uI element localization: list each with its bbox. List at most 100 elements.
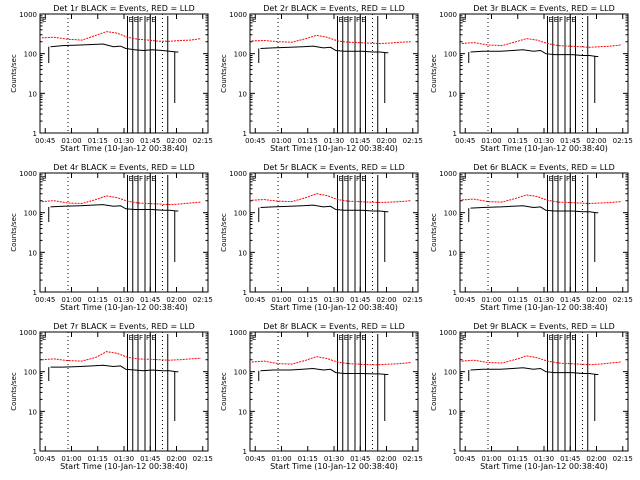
x-tick-label: 01:30	[324, 137, 344, 145]
flag-label: E	[339, 334, 343, 342]
y-axis-label: Counts/sec	[10, 372, 18, 411]
flag-label: F	[559, 334, 563, 342]
x-tick-label: 02:00	[586, 455, 606, 463]
x-tick-label: 01:00	[61, 137, 81, 145]
panel-3: Det 3r BLACK = Events, RED = LLD 1 10 100 10…	[430, 4, 633, 153]
y-tick-label: 1000	[229, 329, 247, 337]
flag-label: E	[554, 334, 558, 342]
lld-series-line	[461, 194, 622, 205]
axis-frame	[39, 172, 209, 293]
flag-label-left: E	[42, 334, 46, 342]
x-axis-label: Start Time (10-Jan-12 00:38:40)	[60, 144, 188, 153]
x-tick-label: 01:45	[140, 137, 160, 145]
panel-title: Det 5r BLACK = Events, RED = LLD	[263, 163, 405, 172]
y-axis-label: Counts/sec	[220, 213, 228, 252]
flag-label: E	[151, 175, 155, 183]
x-tick-label: 02:00	[376, 137, 396, 145]
x-tick-label: 02:15	[613, 455, 633, 463]
x-tick-label: 01:30	[114, 296, 134, 304]
x-tick-label: 00:45	[455, 455, 475, 463]
flag-label: E	[571, 16, 575, 24]
axis-frame	[459, 331, 629, 452]
flag-label: F	[146, 334, 150, 342]
panel-1: Det 1r BLACK = Events, RED = LLD 1 10 100 10…	[10, 4, 213, 153]
axis-frame	[39, 13, 209, 134]
panel-6: Det 6r BLACK = Events, RED = LLD 1 10 100 10…	[430, 163, 633, 312]
y-axis-label: Counts/sec	[220, 54, 228, 93]
y-tick-label: 100	[234, 369, 247, 377]
x-tick-label: 01:15	[298, 137, 318, 145]
y-tick-label: 1	[453, 448, 457, 456]
y-axis-label: Counts/sec	[430, 372, 438, 411]
axis-frame	[249, 172, 419, 293]
flag-label: E	[129, 16, 133, 24]
panel-title: Det 2r BLACK = Events, RED = LLD	[263, 4, 405, 13]
y-tick-label: 10	[448, 90, 457, 98]
flag-label: E	[151, 16, 155, 24]
y-tick-label: 1000	[19, 170, 37, 178]
panel-title: Det 9r BLACK = Events, RED = LLD	[473, 322, 615, 331]
x-tick-label: 00:45	[35, 137, 55, 145]
flag-label: F	[566, 175, 570, 183]
x-tick-label: 02:00	[166, 296, 186, 304]
x-tick-label: 01:00	[271, 296, 291, 304]
flag-label: E	[361, 175, 365, 183]
x-tick-label: 01:30	[534, 296, 554, 304]
y-tick-label: 1000	[229, 11, 247, 19]
y-tick-label: 10	[238, 249, 247, 257]
x-tick-label: 01:15	[508, 137, 528, 145]
x-tick-label: 00:45	[455, 296, 475, 304]
flag-label: F	[559, 175, 563, 183]
x-tick-label: 00:45	[245, 455, 265, 463]
x-tick-label: 01:15	[88, 137, 108, 145]
flag-label: E	[344, 334, 348, 342]
panel-4: Det 4r BLACK = Events, RED = LLD 1 10 100 10…	[10, 163, 213, 312]
panel-7: Det 7r BLACK = Events, RED = LLD 1 10 100 10…	[10, 322, 213, 471]
flag-label-left: E	[462, 16, 466, 24]
flag-label: E	[549, 175, 553, 183]
events-series-line	[470, 49, 599, 57]
y-axis-label: Counts/sec	[430, 213, 438, 252]
flag-label: E	[554, 16, 558, 24]
panel-title: Det 1r BLACK = Events, RED = LLD	[53, 4, 195, 13]
x-tick-label: 02:15	[403, 137, 423, 145]
flag-label: F	[146, 16, 150, 24]
axis-frame	[459, 172, 629, 293]
x-tick-label: 01:15	[508, 455, 528, 463]
x-tick-label: 02:15	[613, 296, 633, 304]
x-tick-label: 01:30	[534, 455, 554, 463]
x-tick-label: 00:45	[35, 296, 55, 304]
x-tick-label: 00:45	[455, 137, 475, 145]
x-tick-label: 01:00	[481, 137, 501, 145]
flag-label-left: E	[252, 175, 256, 183]
axis-frame	[249, 331, 419, 452]
flag-label: F	[349, 16, 353, 24]
flag-label: E	[571, 334, 575, 342]
lld-series-line	[251, 34, 412, 45]
y-tick-label: 100	[24, 51, 37, 59]
panel-title: Det 6r BLACK = Events, RED = LLD	[473, 163, 615, 172]
y-tick-label: 1000	[439, 329, 457, 337]
flag-label: F	[139, 334, 143, 342]
y-tick-label: 1	[243, 289, 247, 297]
x-tick-label: 01:00	[61, 455, 81, 463]
x-axis-label: Start Time (10-Jan-12 00:38:40)	[60, 462, 188, 471]
y-tick-label: 100	[444, 369, 457, 377]
y-tick-label: 1000	[439, 170, 457, 178]
flag-label: F	[139, 16, 143, 24]
x-tick-label: 01:15	[508, 296, 528, 304]
y-tick-label: 10	[28, 408, 37, 416]
lld-series-line	[41, 31, 202, 42]
y-tick-label: 1	[243, 448, 247, 456]
flag-label: E	[554, 175, 558, 183]
y-tick-label: 100	[24, 369, 37, 377]
x-tick-label: 02:00	[586, 296, 606, 304]
flag-label-left: E	[462, 334, 466, 342]
x-tick-label: 01:45	[350, 296, 370, 304]
panel-2: Det 2r BLACK = Events, RED = LLD 1 10 100 10…	[220, 4, 423, 153]
flag-label: E	[344, 175, 348, 183]
y-tick-label: 1	[33, 289, 37, 297]
y-tick-label: 1	[453, 130, 457, 138]
panel-5: Det 5r BLACK = Events, RED = LLD 1 10 100 10…	[220, 163, 423, 312]
x-tick-label: 02:15	[193, 137, 213, 145]
